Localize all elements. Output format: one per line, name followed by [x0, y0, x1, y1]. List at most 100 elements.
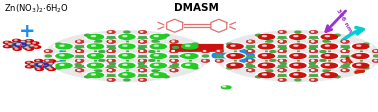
- Circle shape: [107, 79, 115, 81]
- Ellipse shape: [87, 63, 104, 68]
- Circle shape: [170, 50, 178, 52]
- Ellipse shape: [60, 55, 68, 57]
- Circle shape: [13, 48, 21, 50]
- Ellipse shape: [357, 64, 365, 67]
- Circle shape: [295, 72, 301, 74]
- Ellipse shape: [87, 54, 104, 58]
- Circle shape: [153, 55, 159, 57]
- Ellipse shape: [123, 64, 127, 65]
- Circle shape: [310, 50, 317, 52]
- Ellipse shape: [319, 53, 340, 59]
- Circle shape: [53, 62, 61, 65]
- Circle shape: [124, 64, 130, 66]
- Circle shape: [323, 40, 329, 42]
- Ellipse shape: [287, 43, 308, 50]
- Circle shape: [27, 43, 30, 44]
- Circle shape: [41, 61, 51, 64]
- Circle shape: [45, 55, 51, 57]
- Circle shape: [311, 79, 314, 80]
- Ellipse shape: [262, 36, 271, 38]
- Ellipse shape: [91, 55, 95, 56]
- Circle shape: [45, 66, 54, 69]
- Circle shape: [124, 46, 130, 48]
- Circle shape: [279, 60, 286, 62]
- Circle shape: [139, 41, 146, 43]
- Circle shape: [107, 31, 115, 33]
- Ellipse shape: [357, 45, 365, 48]
- Circle shape: [247, 60, 254, 62]
- Circle shape: [139, 41, 146, 43]
- Circle shape: [25, 40, 33, 42]
- Circle shape: [227, 67, 233, 69]
- Circle shape: [68, 55, 74, 57]
- Circle shape: [343, 60, 345, 61]
- Circle shape: [163, 76, 169, 78]
- Ellipse shape: [357, 64, 361, 65]
- Ellipse shape: [91, 45, 99, 48]
- Ellipse shape: [56, 54, 72, 58]
- Circle shape: [109, 41, 112, 42]
- Circle shape: [139, 50, 146, 52]
- Ellipse shape: [186, 55, 190, 56]
- Circle shape: [34, 66, 43, 69]
- Circle shape: [249, 60, 251, 61]
- Circle shape: [75, 64, 81, 66]
- Ellipse shape: [123, 36, 127, 37]
- Circle shape: [173, 46, 178, 48]
- Ellipse shape: [154, 36, 162, 38]
- Circle shape: [43, 61, 46, 62]
- Circle shape: [249, 60, 251, 61]
- Circle shape: [170, 60, 178, 62]
- Ellipse shape: [319, 72, 340, 78]
- Ellipse shape: [154, 36, 158, 37]
- Circle shape: [215, 50, 223, 52]
- Circle shape: [341, 60, 349, 62]
- Circle shape: [139, 60, 146, 62]
- Circle shape: [77, 41, 80, 42]
- Circle shape: [15, 43, 25, 46]
- Circle shape: [202, 60, 209, 62]
- Circle shape: [35, 46, 37, 47]
- Circle shape: [215, 60, 223, 62]
- Circle shape: [295, 46, 301, 48]
- Ellipse shape: [350, 53, 372, 59]
- Circle shape: [17, 44, 21, 45]
- Circle shape: [279, 50, 286, 52]
- Ellipse shape: [53, 53, 75, 59]
- Circle shape: [96, 40, 102, 42]
- Circle shape: [51, 65, 60, 68]
- Circle shape: [375, 60, 376, 61]
- Ellipse shape: [350, 43, 372, 50]
- Circle shape: [270, 59, 276, 61]
- Circle shape: [47, 67, 50, 68]
- Circle shape: [76, 60, 84, 62]
- Ellipse shape: [262, 74, 271, 76]
- Circle shape: [3, 41, 11, 44]
- Circle shape: [124, 79, 130, 81]
- Ellipse shape: [231, 55, 239, 57]
- Circle shape: [247, 60, 254, 62]
- Ellipse shape: [147, 53, 169, 59]
- Circle shape: [343, 60, 345, 61]
- Ellipse shape: [259, 63, 274, 68]
- Circle shape: [107, 50, 115, 52]
- Circle shape: [170, 41, 178, 43]
- Circle shape: [320, 51, 326, 53]
- Circle shape: [170, 41, 178, 43]
- Ellipse shape: [287, 62, 308, 69]
- Circle shape: [216, 55, 222, 57]
- Circle shape: [139, 50, 146, 52]
- Circle shape: [39, 64, 43, 65]
- Ellipse shape: [290, 73, 306, 78]
- Circle shape: [170, 69, 178, 71]
- Ellipse shape: [147, 34, 169, 40]
- Circle shape: [49, 60, 52, 61]
- Circle shape: [247, 50, 254, 52]
- Circle shape: [76, 69, 84, 71]
- Circle shape: [107, 50, 115, 52]
- Circle shape: [172, 60, 174, 61]
- Text: Zn(NO$_3$)$_2$$\cdot$6H$_2$O: Zn(NO$_3$)$_2$$\cdot$6H$_2$O: [4, 2, 69, 15]
- Circle shape: [246, 46, 252, 48]
- Ellipse shape: [119, 73, 135, 78]
- Circle shape: [96, 70, 102, 72]
